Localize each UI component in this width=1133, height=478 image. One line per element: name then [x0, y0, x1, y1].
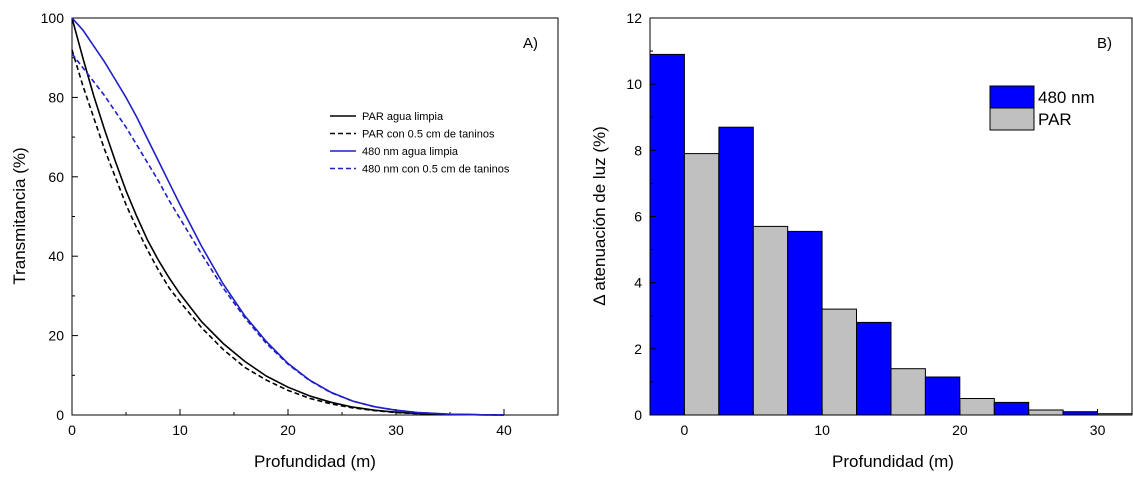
panel-a-series-line-1: [71, 17, 505, 416]
panel-b-x-tick-label: 30: [1090, 422, 1106, 438]
panel-a-x-tick-label: 0: [68, 422, 76, 438]
panel-a-y-axis-title: Transmitancia (%): [10, 147, 29, 284]
panel-a-y-tick-label: 60: [48, 169, 64, 185]
panel-a-y-tick-label: 20: [48, 328, 64, 344]
panel-b-ticks: 0 10 20 30 0 2 4 6 8 10 12: [626, 10, 1105, 438]
panel-b-bar-par: [890, 368, 926, 416]
panel-a-series-line-4: [71, 53, 505, 416]
panel-a-series: [71, 17, 505, 416]
panel-b-x-tick-label: 0: [681, 422, 689, 438]
panel-a-x-tick-label: 10: [172, 422, 188, 438]
panel-b-y-tick-label: 4: [634, 275, 642, 291]
panel-b-y-tick-label: 10: [626, 76, 642, 92]
panel-b-bar-par: [683, 153, 720, 416]
panel-b-legend-label-2: PAR: [1038, 110, 1072, 129]
panel-b-bar-480nm: [718, 126, 754, 416]
panel-b-bar-480nm: [924, 376, 961, 416]
panel-a-y-tick-label: 0: [56, 407, 64, 423]
panel-a-x-tick-label: 20: [280, 422, 296, 438]
panel-a-x-tick-label: 30: [388, 422, 404, 438]
panel-b-bar-par: [1097, 413, 1133, 416]
panel-a-series-line-2: [71, 49, 505, 416]
panel-b-bar-480nm: [649, 53, 685, 416]
panel-a-legend-label-4: 480 nm con 0.5 cm de taninos: [362, 164, 510, 176]
panel-a-y-tick-label: 100: [41, 10, 65, 26]
panel-b-bar-480nm: [787, 230, 823, 416]
panel-b-bar-par: [752, 225, 789, 416]
panel-a-y-tick-label: 40: [48, 248, 64, 264]
panel-b-legend-swatch-1: [989, 85, 1035, 109]
panel-a-plot-frame: [71, 17, 559, 416]
panel-b-legend: 480 nm PAR: [989, 85, 1095, 131]
panel-b-y-tick-label: 0: [634, 407, 642, 423]
panel-b-legend-swatch-2: [989, 107, 1035, 131]
panel-a-y-tick-label: 80: [48, 89, 64, 105]
panel-a-ticks: 0 10 20 30 40 0 20 40 60 80 100: [41, 10, 512, 438]
panel-b-bar-par: [1028, 409, 1064, 416]
panel-b-tag: B): [1097, 35, 1112, 52]
panel-a-tag: A): [523, 35, 538, 52]
panel-a-legend-label-2: PAR con 0.5 cm de taninos: [362, 129, 495, 141]
panel-b-bar-par: [821, 308, 857, 416]
panel-a-transmittance-chart: 0 10 20 30 40 0 20 40 60 80 100 A) Profundidad (m)…: [10, 10, 559, 471]
panel-b-bar-480nm: [1062, 411, 1098, 416]
panel-a-x-axis-title: Profundidad (m): [254, 452, 376, 471]
panel-b-x-tick-label: 20: [952, 422, 968, 438]
panel-a-legend-label-1: PAR agua limpia: [362, 111, 444, 123]
panel-b-x-axis-title: Profundidad (m): [832, 452, 954, 471]
panel-b-legend-label-1: 480 nm: [1038, 88, 1095, 107]
panel-b-y-tick-label: 6: [634, 209, 642, 225]
panel-b-bars: [649, 53, 1133, 416]
panel-b-attenuation-chart: 0 10 20 30 0 2 4 6 8 10 12 B) Profundidad (m) Δ at…: [590, 10, 1133, 471]
panel-b-y-tick-label: 8: [634, 142, 642, 158]
panel-b-y-axis-title: Δ atenuación de luz (%): [590, 126, 609, 306]
panel-a-legend-label-3: 480 nm agua limpia: [362, 146, 459, 158]
panel-b-bar-480nm: [856, 321, 892, 416]
panel-b-x-tick-label: 10: [814, 422, 830, 438]
panel-b-bar-par: [959, 398, 995, 416]
panel-b-bar-480nm: [993, 401, 1030, 416]
panel-a-legend: PAR agua limpia PAR con 0.5 cm de taninos…: [330, 111, 510, 176]
panel-b-y-tick-label: 2: [634, 341, 642, 357]
panel-b-y-tick-label: 12: [626, 10, 642, 26]
panel-a-x-tick-label: 40: [496, 422, 512, 438]
